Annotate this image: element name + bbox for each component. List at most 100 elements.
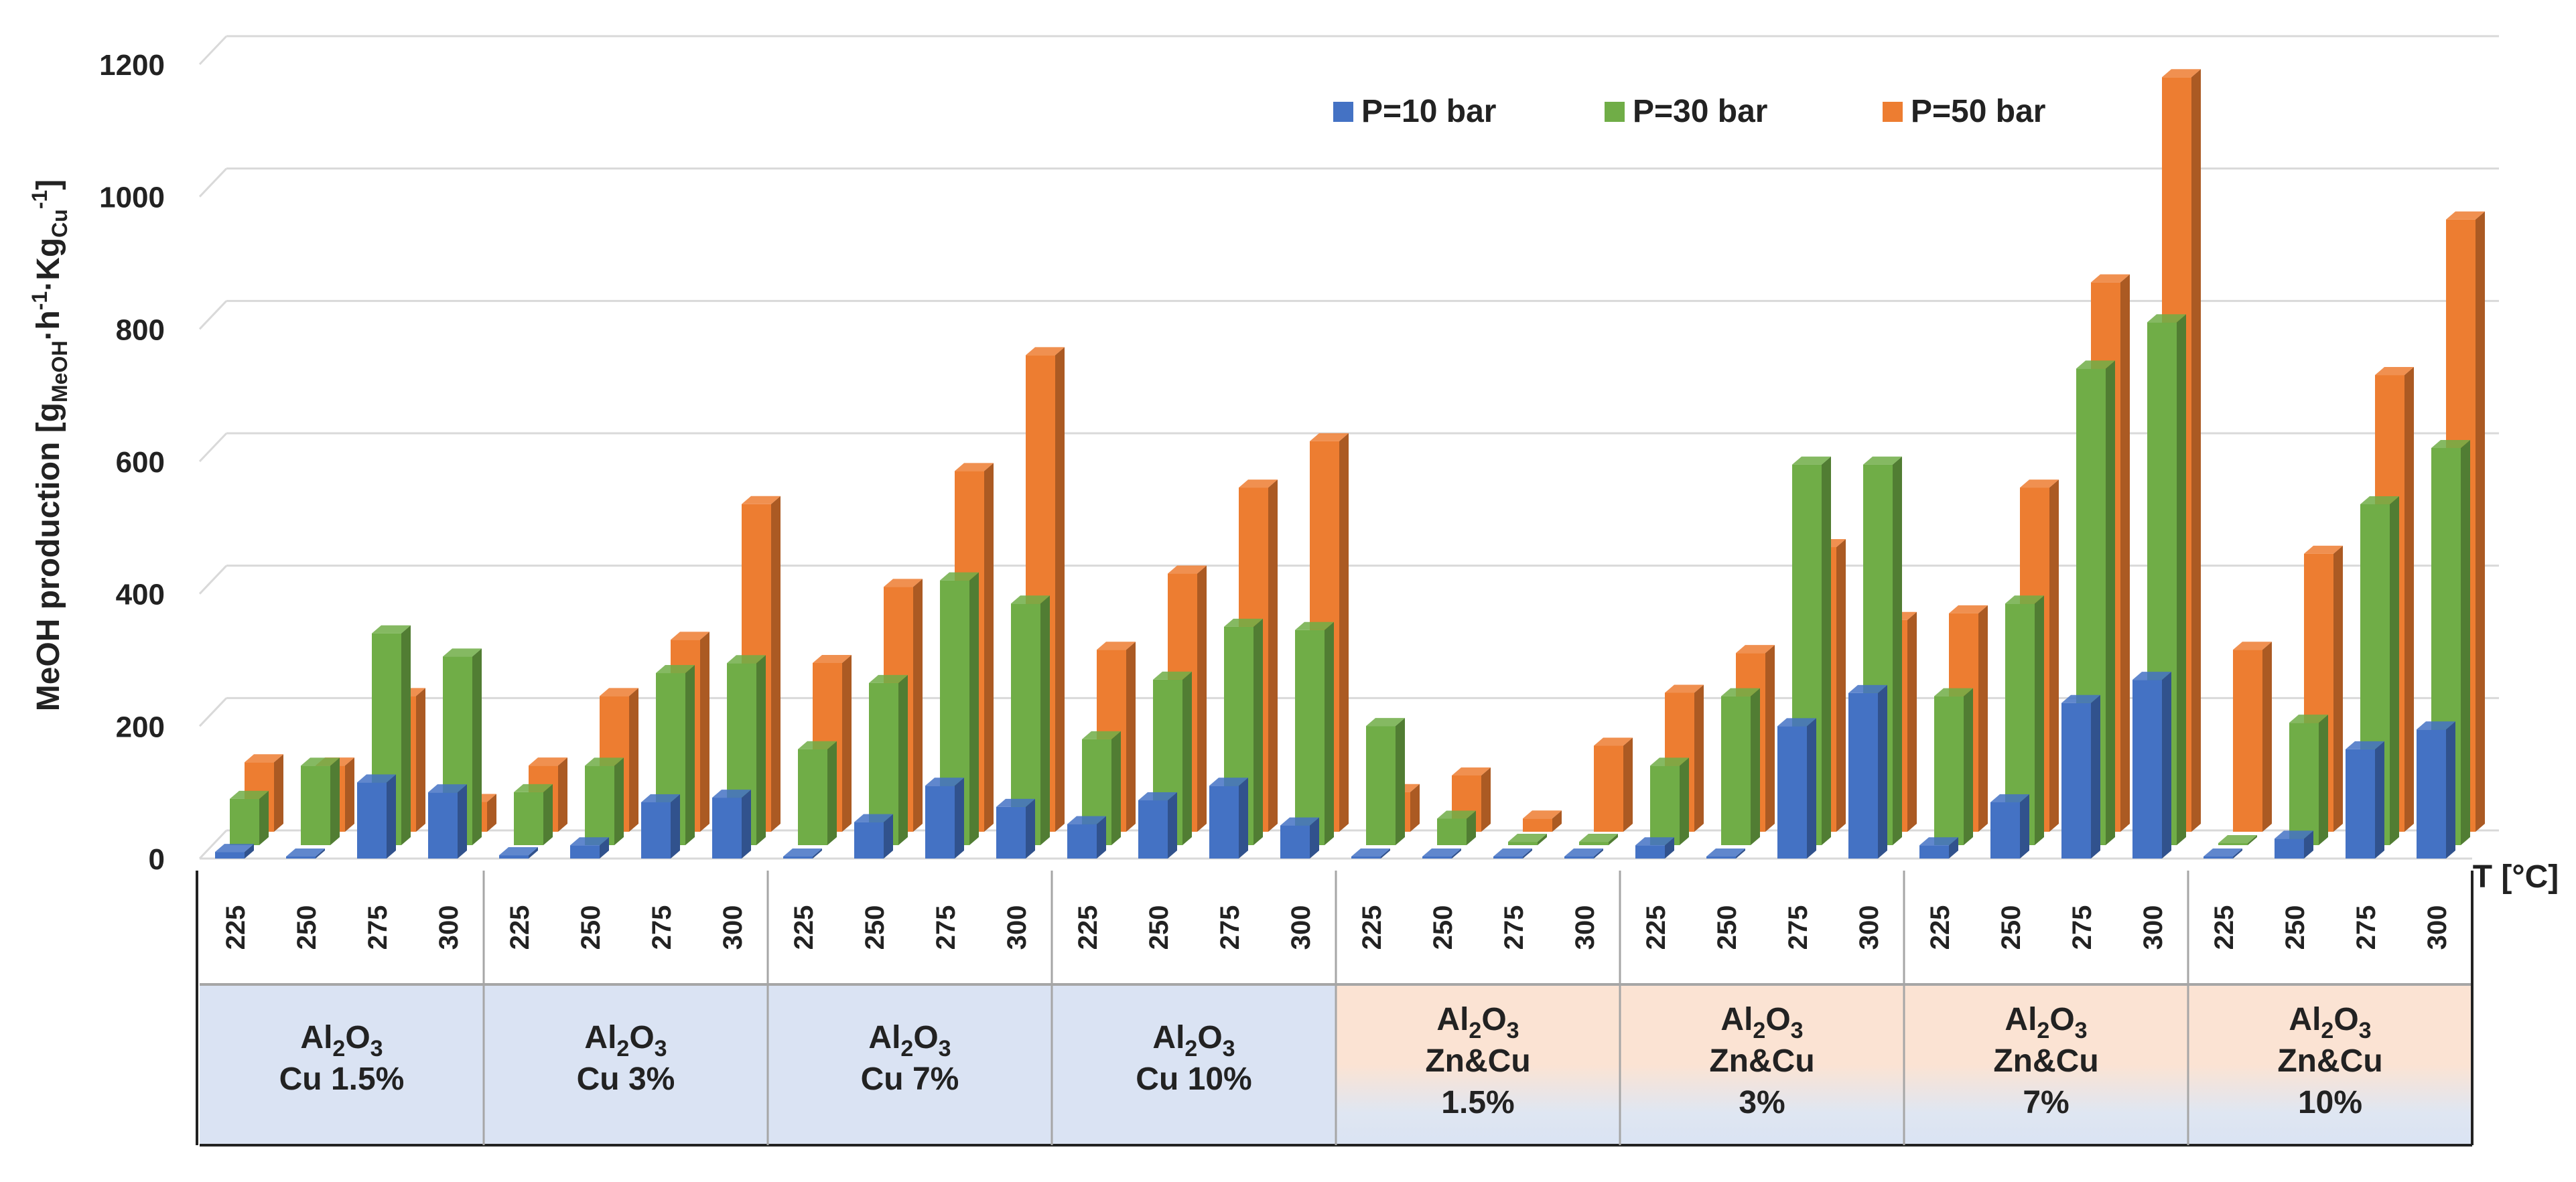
temperature-label: 275 bbox=[1499, 905, 1529, 950]
bar-side bbox=[387, 774, 396, 859]
bar bbox=[1706, 848, 1745, 859]
bar-top bbox=[1153, 671, 1192, 680]
bar-top bbox=[1523, 810, 1562, 819]
ylabel-text: ·Kg bbox=[31, 238, 66, 291]
bar-side bbox=[600, 837, 609, 859]
bar-side bbox=[671, 794, 680, 859]
temperature-label: 300 bbox=[1854, 905, 1884, 950]
legend-item: P=50 bar bbox=[1883, 94, 2045, 129]
temperature-label: 225 bbox=[505, 905, 535, 950]
bar bbox=[1777, 718, 1816, 859]
bar-top bbox=[656, 665, 695, 674]
bar-top bbox=[854, 814, 893, 822]
formula-subscript: 2 bbox=[1184, 1036, 1197, 1061]
bar-top bbox=[215, 844, 254, 853]
bar-top bbox=[884, 579, 923, 587]
formula-subscript: 3 bbox=[655, 1036, 667, 1061]
bar bbox=[1366, 718, 1405, 845]
formula-subscript: 3 bbox=[370, 1036, 383, 1061]
ylabel-superscript: -1 bbox=[27, 190, 52, 209]
group-label-formula: Al2O3 bbox=[1152, 1020, 1235, 1061]
bar-side bbox=[756, 655, 766, 845]
bar-side bbox=[813, 848, 822, 859]
bar-front bbox=[712, 798, 742, 859]
temperature-label: 300 bbox=[434, 905, 464, 950]
group-cell-bg bbox=[200, 984, 484, 1145]
bar-top bbox=[1310, 433, 1349, 441]
bar-top bbox=[2360, 496, 2399, 505]
bar-side bbox=[685, 665, 695, 845]
bar bbox=[996, 798, 1035, 859]
bar bbox=[1650, 757, 1689, 845]
group-cell-bg bbox=[1904, 984, 2188, 1145]
bar-top bbox=[712, 790, 751, 798]
group-label-formula: Al2O3 bbox=[300, 1020, 383, 1061]
formula-subscript: 3 bbox=[2359, 1018, 2372, 1043]
bar-front bbox=[1295, 630, 1325, 845]
bar-side bbox=[2020, 794, 2029, 859]
group-label-line3: 1.5% bbox=[1441, 1085, 1514, 1120]
y-tick-label: 1000 bbox=[99, 181, 165, 214]
formula-subscript: 2 bbox=[616, 1036, 629, 1061]
group-label-formula: Al2O3 bbox=[1720, 1002, 1803, 1043]
bar bbox=[2289, 715, 2328, 845]
bar bbox=[798, 741, 837, 845]
bar-side bbox=[1055, 347, 1065, 832]
temperature-label: 225 bbox=[2210, 905, 2239, 950]
bar-top bbox=[727, 655, 766, 664]
legend: P=10 bar P=30 bar P=50 bar bbox=[1333, 94, 2045, 129]
bar-top bbox=[1280, 817, 1319, 826]
bar-side bbox=[2333, 545, 2343, 832]
bar-side bbox=[1623, 737, 1633, 832]
bar-top bbox=[1026, 347, 1065, 356]
bar-top bbox=[2431, 440, 2470, 448]
bar-front bbox=[1437, 818, 1467, 845]
formula-text: O bbox=[2333, 1002, 2358, 1037]
bar-top bbox=[1949, 605, 1988, 613]
bar bbox=[1721, 688, 1760, 845]
bar-side bbox=[2233, 848, 2242, 859]
legend-swatch bbox=[1333, 102, 1353, 122]
gridline-side bbox=[198, 829, 228, 860]
bar-top bbox=[1224, 618, 1263, 627]
formula-subscript: 2 bbox=[2037, 1018, 2049, 1043]
bar-side bbox=[2091, 694, 2100, 859]
bar-top bbox=[2304, 545, 2343, 554]
bar-front bbox=[230, 798, 259, 845]
bar-side bbox=[2162, 672, 2171, 859]
temperature-label: 275 bbox=[647, 905, 677, 950]
bar-front bbox=[925, 786, 955, 859]
temperature-label: 300 bbox=[2139, 905, 2168, 950]
bar-front bbox=[1990, 802, 2020, 859]
bar-top bbox=[2132, 672, 2171, 680]
bar bbox=[428, 784, 467, 859]
bar-top bbox=[869, 674, 908, 683]
bar-front bbox=[1934, 696, 1964, 845]
bar-top bbox=[1919, 837, 1958, 846]
bar-side bbox=[1552, 810, 1562, 832]
bar-front bbox=[1523, 818, 1552, 832]
formula-text: Al bbox=[2289, 1002, 2321, 1037]
bar bbox=[1351, 848, 1390, 859]
bar-side bbox=[330, 757, 340, 845]
bar-top bbox=[1579, 834, 1618, 842]
group-cell-bg bbox=[2188, 984, 2472, 1145]
formula-subscript: 3 bbox=[1507, 1018, 1519, 1043]
temperature-label: 225 bbox=[789, 905, 819, 950]
bar-top bbox=[1138, 792, 1177, 801]
bar-side bbox=[345, 757, 354, 832]
bar-side bbox=[771, 496, 781, 832]
group-label-line2: Cu 10% bbox=[1136, 1061, 1251, 1097]
bar-top bbox=[2233, 642, 2272, 650]
group-label-line3: 7% bbox=[2023, 1085, 2069, 1120]
formula-subscript: 2 bbox=[1753, 1018, 1765, 1043]
bar-front bbox=[514, 792, 543, 845]
bar-side bbox=[1878, 684, 1887, 859]
formula-text: Al bbox=[1720, 1002, 1753, 1037]
group-label-formula: Al2O3 bbox=[868, 1020, 951, 1061]
bar bbox=[2346, 741, 2384, 859]
bar-side bbox=[969, 572, 979, 845]
formula-subscript: 2 bbox=[1469, 1018, 1481, 1043]
bar-side bbox=[1097, 816, 1106, 859]
bar-side bbox=[1694, 684, 1704, 832]
